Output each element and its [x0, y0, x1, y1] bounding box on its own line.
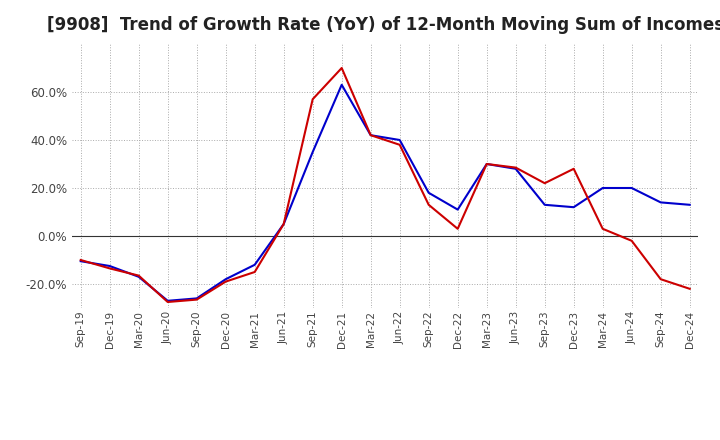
Net Income Growth Rate — [105, 266, 114, 271]
Ordinary Income Growth Rate — [598, 185, 607, 191]
Ordinary Income Growth Rate — [135, 274, 143, 279]
Net Income Growth Rate — [308, 96, 317, 102]
Ordinary Income Growth Rate — [76, 259, 85, 264]
Net Income Growth Rate — [395, 142, 404, 147]
Ordinary Income Growth Rate — [192, 296, 201, 301]
Net Income Growth Rate — [135, 273, 143, 278]
Net Income Growth Rate — [163, 299, 172, 304]
Ordinary Income Growth Rate — [627, 185, 636, 191]
Ordinary Income Growth Rate — [541, 202, 549, 207]
Ordinary Income Growth Rate — [570, 205, 578, 210]
Ordinary Income Growth Rate — [454, 207, 462, 212]
Net Income Growth Rate — [192, 297, 201, 302]
Net Income Growth Rate — [424, 202, 433, 207]
Net Income Growth Rate — [221, 279, 230, 284]
Ordinary Income Growth Rate — [279, 221, 288, 227]
Ordinary Income Growth Rate — [221, 277, 230, 282]
Ordinary Income Growth Rate — [482, 161, 491, 167]
Net Income Growth Rate — [338, 66, 346, 71]
Net Income Growth Rate — [598, 226, 607, 231]
Net Income Growth Rate — [76, 257, 85, 263]
Net Income Growth Rate — [511, 165, 520, 170]
Ordinary Income Growth Rate — [308, 149, 317, 154]
Ordinary Income Growth Rate — [105, 264, 114, 269]
Net Income Growth Rate — [279, 221, 288, 227]
Ordinary Income Growth Rate — [338, 82, 346, 88]
Ordinary Income Growth Rate — [251, 262, 259, 268]
Ordinary Income Growth Rate — [657, 200, 665, 205]
Net Income Growth Rate — [482, 161, 491, 167]
Ordinary Income Growth Rate — [366, 132, 375, 138]
Net Income Growth Rate — [570, 166, 578, 172]
Ordinary Income Growth Rate — [163, 298, 172, 304]
Ordinary Income Growth Rate — [395, 137, 404, 143]
Net Income Growth Rate — [251, 269, 259, 275]
Title: [9908]  Trend of Growth Rate (YoY) of 12-Month Moving Sum of Incomes: [9908] Trend of Growth Rate (YoY) of 12-… — [47, 16, 720, 34]
Net Income Growth Rate — [366, 132, 375, 138]
Line: Net Income Growth Rate: Net Income Growth Rate — [81, 68, 690, 302]
Net Income Growth Rate — [454, 226, 462, 231]
Net Income Growth Rate — [627, 238, 636, 243]
Net Income Growth Rate — [657, 277, 665, 282]
Ordinary Income Growth Rate — [511, 166, 520, 172]
Ordinary Income Growth Rate — [685, 202, 694, 207]
Line: Ordinary Income Growth Rate: Ordinary Income Growth Rate — [81, 85, 690, 301]
Net Income Growth Rate — [541, 180, 549, 186]
Ordinary Income Growth Rate — [424, 190, 433, 195]
Net Income Growth Rate — [685, 286, 694, 291]
